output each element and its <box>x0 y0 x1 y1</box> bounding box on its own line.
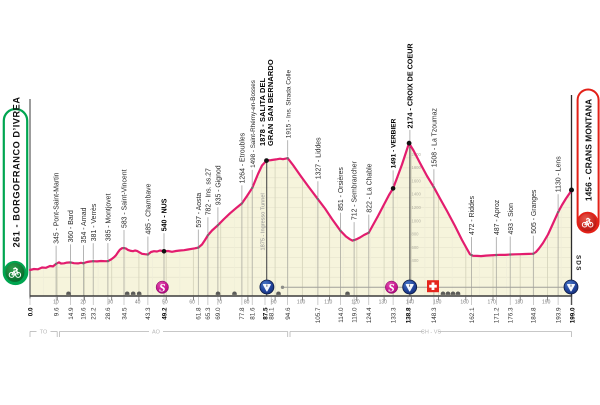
svg-text:1800: 1800 <box>412 165 422 170</box>
svg-text:80: 80 <box>244 300 250 306</box>
svg-text:9.6: 9.6 <box>53 307 60 316</box>
svg-text:193.9: 193.9 <box>555 307 562 323</box>
svg-text:261 - BORGOFRANCO D’IVREA: 261 - BORGOFRANCO D’IVREA <box>12 96 22 247</box>
svg-text:S: S <box>159 282 165 294</box>
svg-text:360 - Bard: 360 - Bard <box>68 210 75 242</box>
svg-text:69.0: 69.0 <box>215 307 222 320</box>
svg-text:94.6: 94.6 <box>285 307 292 320</box>
svg-text:114.0: 114.0 <box>338 307 345 323</box>
svg-text:77.8: 77.8 <box>239 307 246 320</box>
svg-text:AO: AO <box>152 330 161 336</box>
svg-text:199.0: 199.0 <box>569 307 576 323</box>
svg-text:150: 150 <box>433 300 442 306</box>
svg-text:28.6: 28.6 <box>105 307 112 320</box>
svg-text:354 - Arnad: 354 - Arnad <box>81 207 88 243</box>
svg-text:30: 30 <box>108 300 114 306</box>
svg-text:782 - Ins. ss.27: 782 - Ins. ss.27 <box>206 168 213 215</box>
svg-text:176.3: 176.3 <box>508 307 515 323</box>
svg-text:1327 - Liddes: 1327 - Liddes <box>316 137 323 179</box>
svg-text:385 - Montjovet: 385 - Montjovet <box>106 194 113 242</box>
svg-text:935 - Gignod: 935 - Gignod <box>216 165 223 205</box>
svg-text:119.0: 119.0 <box>351 307 358 323</box>
svg-text:S: S <box>388 282 394 294</box>
svg-text:1491 - VERBIER: 1491 - VERBIER <box>391 118 398 168</box>
svg-text:138.8: 138.8 <box>405 307 412 323</box>
svg-text:472 - Riddes: 472 - Riddes <box>469 195 476 235</box>
svg-text:1915 - Ins. Strada Colle: 1915 - Ins. Strada Colle <box>285 70 292 139</box>
svg-text:105.7: 105.7 <box>315 307 322 323</box>
svg-text:1875 - Ingresso Tunnel: 1875 - Ingresso Tunnel <box>260 193 266 250</box>
svg-text:133.3: 133.3 <box>390 307 397 323</box>
svg-text:597 - Aosta: 597 - Aosta <box>196 193 203 228</box>
svg-text:400: 400 <box>412 258 420 263</box>
svg-text:800: 800 <box>412 232 420 237</box>
svg-text:487 - Aproz: 487 - Aproz <box>494 199 501 235</box>
svg-text:100: 100 <box>297 300 306 306</box>
svg-text:43.3: 43.3 <box>145 307 152 320</box>
svg-text:90: 90 <box>271 300 277 306</box>
svg-text:88.1: 88.1 <box>269 307 276 320</box>
svg-text:65.3: 65.3 <box>205 307 212 320</box>
svg-text:49.2: 49.2 <box>161 307 168 320</box>
svg-text:822 - La Chable: 822 - La Chable <box>366 163 373 212</box>
svg-text:190: 190 <box>542 300 551 306</box>
svg-text:712 - Sembrancher: 712 - Sembrancher <box>352 160 359 220</box>
svg-text:GRAN SAN BERNARDO: GRAN SAN BERNARDO <box>266 59 275 146</box>
svg-text:493 - Sion: 493 - Sion <box>508 203 515 235</box>
svg-text:171.2: 171.2 <box>494 307 501 323</box>
svg-text:180: 180 <box>515 300 524 306</box>
svg-text:1456 - CRANS MONTANA: 1456 - CRANS MONTANA <box>583 99 593 201</box>
svg-text:1878 - SALITA DEL: 1878 - SALITA DEL <box>258 77 267 146</box>
svg-text:61.8: 61.8 <box>196 307 203 320</box>
svg-text:2174 - CROIX DE COEUR: 2174 - CROIX DE COEUR <box>405 43 414 129</box>
svg-text:148.3: 148.3 <box>431 307 438 323</box>
svg-text:160: 160 <box>460 300 469 306</box>
svg-text:345 - Pont-Saint-Martin: 345 - Pont-Saint-Martin <box>54 172 61 243</box>
svg-text:1400: 1400 <box>412 192 422 197</box>
svg-text:485 - Chambave: 485 - Chambave <box>146 183 153 234</box>
svg-text:170: 170 <box>488 300 497 306</box>
svg-text:19.6: 19.6 <box>81 307 88 320</box>
svg-text:1498 - Saint-Rhémy-en-Bosses: 1498 - Saint-Rhémy-en-Bosses <box>250 80 257 168</box>
svg-text:23.2: 23.2 <box>91 307 98 320</box>
svg-text:124.4: 124.4 <box>366 307 373 323</box>
svg-text:70: 70 <box>217 300 223 306</box>
svg-text:87.5: 87.5 <box>262 307 269 320</box>
svg-text:1264 - Etroubles: 1264 - Etroubles <box>240 132 247 183</box>
svg-text:14.9: 14.9 <box>68 307 75 320</box>
svg-text:TO: TO <box>40 330 48 336</box>
svg-text:540 - NUS: 540 - NUS <box>162 198 169 231</box>
svg-text:851 - Orsières: 851 - Orsières <box>338 167 345 211</box>
svg-text:162.1: 162.1 <box>469 307 476 323</box>
svg-text:583 - Saint-Vincent: 583 - Saint-Vincent <box>122 169 129 228</box>
svg-text:184.8: 184.8 <box>531 307 538 323</box>
svg-text:0.0: 0.0 <box>27 307 34 316</box>
svg-text:1200: 1200 <box>412 205 422 210</box>
svg-text:110: 110 <box>324 300 332 306</box>
svg-text:40: 40 <box>135 300 141 306</box>
svg-text:60: 60 <box>189 300 195 306</box>
svg-text:130: 130 <box>379 300 388 306</box>
svg-text:1508 - La Tzoumaz: 1508 - La Tzoumaz <box>432 108 439 168</box>
svg-text:505 - Granges: 505 - Granges <box>531 189 538 234</box>
svg-text:120: 120 <box>351 300 360 306</box>
svg-text:600: 600 <box>412 245 420 250</box>
svg-text:50: 50 <box>162 300 168 306</box>
svg-text:1600: 1600 <box>412 179 422 184</box>
svg-text:CH - VS: CH - VS <box>421 330 442 336</box>
svg-text:SDS: SDS <box>575 255 582 272</box>
svg-text:34.5: 34.5 <box>121 307 128 320</box>
svg-text:1000: 1000 <box>412 218 422 223</box>
svg-text:1130 - Lens: 1130 - Lens <box>556 156 563 192</box>
svg-text:381 - Verrès: 381 - Verrès <box>91 203 98 241</box>
svg-text:140: 140 <box>406 300 415 306</box>
svg-text:81.6: 81.6 <box>250 307 257 320</box>
